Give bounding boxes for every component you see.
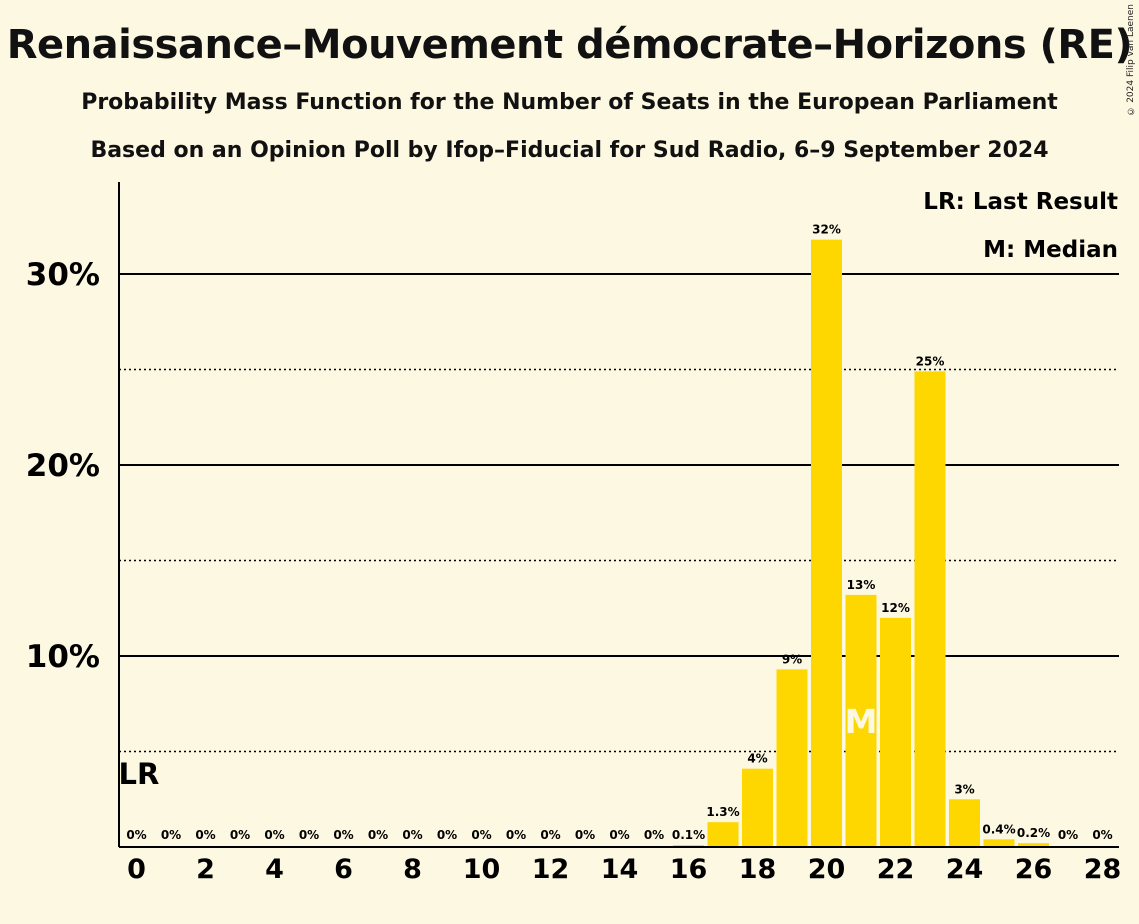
- x-tick-label: 10: [463, 854, 501, 885]
- median-marker: M: [845, 702, 878, 741]
- data-label-seat-5: 0%: [299, 828, 319, 842]
- y-tick-labels: 10% 20% 30%: [26, 257, 100, 675]
- bars: [673, 239, 1049, 847]
- bar-seat-19: [776, 669, 808, 847]
- data-label-seat-18: 4%: [747, 752, 767, 766]
- x-tick-label: 14: [601, 854, 639, 885]
- x-tick-label: 8: [403, 854, 422, 885]
- data-label-seat-10: 0%: [471, 828, 491, 842]
- data-label-seat-4: 0%: [264, 828, 284, 842]
- last-result-marker: LR: [119, 757, 160, 791]
- gridlines: [119, 273, 1119, 753]
- x-tick-label: 4: [265, 854, 284, 885]
- data-label-seat-26: 0.2%: [1017, 826, 1050, 840]
- bar-seat-24: [949, 799, 980, 847]
- data-label-seat-6: 0%: [333, 828, 353, 842]
- x-tick-label: 22: [877, 854, 915, 885]
- data-label-seat-24: 3%: [954, 782, 974, 796]
- bar-seat-23: [914, 371, 946, 847]
- x-tick-label: 20: [808, 854, 846, 885]
- data-label-seat-12: 0%: [540, 828, 560, 842]
- data-label-seat-27: 0%: [1058, 828, 1078, 842]
- data-label-seat-1: 0%: [161, 828, 181, 842]
- y-tick-label: 20%: [26, 448, 100, 484]
- data-label-seat-16: 0.1%: [672, 828, 705, 842]
- data-label-seat-19: 9%: [782, 652, 802, 666]
- data-label-seat-20: 32%: [812, 223, 841, 237]
- data-label-seat-17: 1.3%: [706, 805, 739, 819]
- bar-seat-17: [707, 822, 739, 847]
- chart-title: Renaissance–Mouvement démocrate–Horizons…: [6, 22, 1133, 68]
- data-label-seat-2: 0%: [195, 828, 215, 842]
- x-tick-label: 18: [739, 854, 777, 885]
- legend-median: M: Median: [983, 237, 1118, 263]
- data-label-seat-11: 0%: [506, 828, 526, 842]
- data-label-seat-22: 12%: [881, 601, 910, 615]
- bar-seat-18: [742, 768, 773, 847]
- data-label-seat-25: 0.4%: [982, 822, 1015, 836]
- chart-source: Based on an Opinion Poll by Ifop–Fiducia…: [90, 138, 1049, 163]
- chart-subtitle: Probability Mass Function for the Number…: [81, 90, 1058, 115]
- y-tick-label: 10%: [26, 639, 100, 675]
- x-tick-label: 16: [670, 854, 708, 885]
- bar-seat-21: [845, 594, 877, 847]
- data-label-seat-14: 0%: [609, 828, 629, 842]
- data-label-seat-13: 0%: [575, 828, 595, 842]
- x-tick-label: 2: [196, 854, 215, 885]
- axes: [118, 182, 1119, 848]
- legend-last-result: LR: Last Result: [923, 189, 1118, 215]
- bar-seat-20: [811, 239, 842, 847]
- bar-seat-25: [983, 839, 1015, 847]
- data-label-seat-0: 0%: [126, 828, 146, 842]
- data-label-seat-15: 0%: [644, 828, 664, 842]
- data-label-seat-21: 13%: [847, 578, 876, 592]
- x-tick-label: 0: [127, 854, 146, 885]
- x-tick-label: 24: [946, 854, 984, 885]
- y-tick-label: 30%: [26, 257, 100, 293]
- bar-seat-22: [880, 617, 911, 847]
- data-label-seat-23: 25%: [916, 354, 945, 368]
- x-tick-label: 26: [1015, 854, 1053, 885]
- data-label-seat-3: 0%: [230, 828, 250, 842]
- data-label-seat-7: 0%: [368, 828, 388, 842]
- data-label-seat-28: 0%: [1092, 828, 1112, 842]
- bar-seat-26: [1018, 843, 1049, 847]
- x-tick-label: 6: [334, 854, 353, 885]
- x-tick-label: 28: [1084, 854, 1122, 885]
- x-tick-labels: 0 2 4 6 8 10 12 14 16 18 20 22 24 26 28: [127, 854, 1121, 885]
- x-tick-label: 12: [532, 854, 570, 885]
- data-label-seat-8: 0%: [402, 828, 422, 842]
- data-labels: 0% 0% 0% 0% 0% 0% 0% 0% 0% 0% 0% 0% 0% 0% 0% 0% 0.1%1.3%…: [126, 223, 1112, 842]
- data-label-seat-9: 0%: [437, 828, 457, 842]
